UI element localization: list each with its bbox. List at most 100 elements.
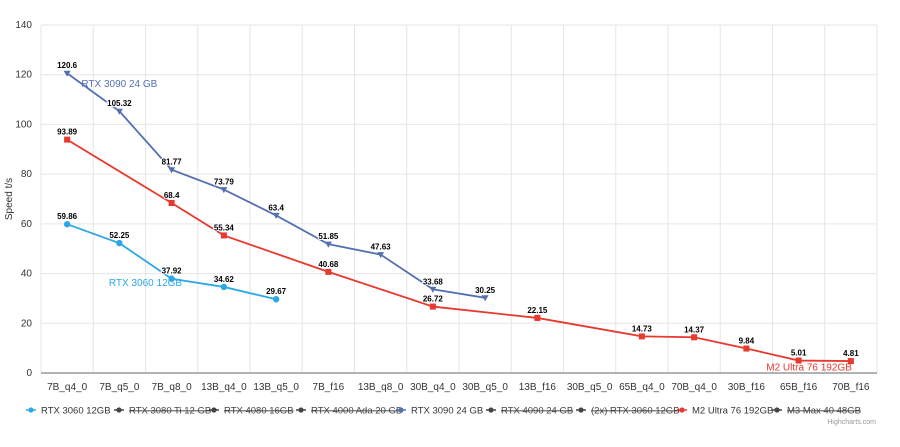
x-tick-label: 7B_f16: [313, 382, 345, 393]
y-tick-label: 60: [21, 219, 33, 230]
x-tick-label: 30B_q4_0: [410, 382, 456, 393]
data-label: 55.34: [214, 223, 235, 232]
data-point[interactable]: [638, 333, 645, 340]
data-point[interactable]: [272, 212, 280, 219]
data-label: 22.15: [527, 306, 548, 315]
data-label: 52.25: [109, 231, 130, 240]
legend-label: M2 Ultra 76 192GB: [692, 406, 773, 417]
data-label: 68.4: [164, 191, 180, 200]
grid: [40, 24, 878, 373]
x-tick-label: 7B_q5_0: [99, 382, 139, 393]
data-point[interactable]: [325, 268, 332, 275]
data-point[interactable]: [220, 187, 228, 194]
data-point[interactable]: [429, 286, 437, 293]
y-tick-label: 80: [21, 169, 33, 180]
data-point[interactable]: [324, 241, 332, 248]
legend-label: M3 Max 40 48GB: [787, 406, 861, 417]
legend-marker: [578, 407, 584, 413]
data-point[interactable]: [743, 345, 750, 352]
y-tick-label: 140: [15, 20, 32, 31]
data-point[interactable]: [691, 334, 698, 341]
legend-item[interactable]: RTX 3060 12GB: [26, 406, 111, 417]
legend-item[interactable]: RTX 3080 Ti 12 GB: [114, 406, 211, 417]
data-point[interactable]: [64, 136, 71, 143]
x-tick-label: 13B_q8_0: [358, 382, 404, 393]
x-tick-label: 7B_q8_0: [152, 382, 192, 393]
y-tick-label: 100: [15, 119, 32, 130]
credits[interactable]: Highcharts.com: [827, 419, 876, 426]
data-point[interactable]: [220, 283, 228, 291]
y-tick-label: 40: [21, 269, 33, 280]
data-point[interactable]: [272, 296, 280, 303]
data-label: 59.86: [57, 212, 78, 221]
data-point[interactable]: [534, 314, 541, 321]
series-group: 59.86 52.25 37.92 34.62 29.67 RTX 3060 12GB 12…: [56, 60, 860, 374]
data-label: 51.85: [318, 232, 339, 241]
x-tick-label: 30B_f16: [728, 382, 766, 393]
legend-label: RTX 4080 16GB: [224, 406, 294, 417]
data-point[interactable]: [116, 239, 123, 247]
x-tick-label: 13B_q5_0: [253, 382, 299, 393]
legend-label: RTX 3060 12GB: [41, 406, 111, 417]
data-label: 40.68: [318, 260, 339, 269]
series-label: M2 Ultra 76 192GB: [766, 363, 852, 374]
series-label: RTX 3090 24 GB: [81, 79, 157, 90]
legend-marker: [774, 407, 780, 413]
data-label: 26.72: [423, 295, 444, 304]
legend-item[interactable]: RTX 4090 24 GB: [486, 406, 573, 417]
series-label: RTX 3060 12GB: [109, 278, 183, 289]
x-tick-label: 30B_q5_0: [462, 382, 508, 393]
x-tick-label: 7B_q4_0: [47, 382, 87, 393]
data-point[interactable]: [168, 275, 175, 282]
legend-marker: [488, 407, 494, 413]
legend-item[interactable]: RTX 4000 Ada 20 GB: [296, 406, 402, 417]
x-tick-label: 13B_f16: [519, 382, 557, 393]
y-tick-label: 120: [15, 70, 32, 81]
legend-label: RTX 4000 Ada 20 GB: [311, 406, 402, 417]
x-tick-label: 65B_q4_0: [619, 382, 665, 393]
data-point[interactable]: [795, 357, 802, 364]
data-label: 14.37: [684, 325, 705, 334]
data-label: 14.73: [632, 324, 653, 333]
data-point[interactable]: [168, 199, 175, 206]
y-axis-label: Speed t/s: [4, 178, 15, 220]
data-label: 4.81: [843, 349, 859, 358]
data-point[interactable]: [847, 358, 854, 365]
data-point[interactable]: [481, 295, 489, 302]
legend-marker: [398, 407, 404, 413]
data-point[interactable]: [63, 221, 71, 228]
data-label: 47.63: [371, 243, 392, 252]
data-label: 63.4: [268, 203, 284, 212]
legend-item[interactable]: M3 Max 40 48GB: [772, 406, 861, 417]
data-label: 30.25: [475, 286, 496, 295]
data-label: 34.62: [214, 275, 235, 284]
legend-item[interactable]: RTX 3090 24 GB: [396, 406, 483, 417]
data-point[interactable]: [115, 108, 123, 115]
legend-label: RTX 3080 Ti 12 GB: [129, 406, 211, 417]
axes: 0 20 40 60 80 100 120 140 7B_q4_0 7B_q5_0 7B_q8_0 1…: [15, 20, 877, 393]
data-label: 105.32: [107, 99, 132, 108]
data-label: 93.89: [57, 128, 78, 137]
data-point[interactable]: [168, 167, 176, 174]
legend-label: RTX 4090 24 GB: [501, 406, 573, 417]
x-tick-label: 65B_f16: [780, 382, 818, 393]
data-label: 37.92: [162, 267, 183, 276]
data-label: 29.67: [266, 287, 287, 296]
x-tick-label: 70B_f16: [832, 382, 870, 393]
data-point[interactable]: [63, 70, 71, 77]
y-tick-label: 20: [21, 318, 33, 329]
legend-item[interactable]: M2 Ultra 76 192GB: [677, 406, 773, 417]
data-point[interactable]: [220, 232, 227, 239]
x-tick-label: 13B_q4_0: [201, 382, 247, 393]
legend-item[interactable]: RTX 4080 16GB: [209, 406, 294, 417]
legend-item[interactable]: (2x) RTX 3060 12GB: [576, 406, 680, 417]
legend: RTX 3060 12GB RTX 3080 Ti 12 GB RTX 4080 1…: [26, 406, 861, 417]
x-tick-label: 70B_q4_0: [671, 382, 717, 393]
data-point[interactable]: [429, 303, 436, 310]
x-tick-label: 30B_q5_0: [567, 382, 613, 393]
data-label: 120.6: [57, 61, 78, 70]
data-point[interactable]: [377, 252, 385, 259]
data-label: 9.84: [739, 337, 755, 346]
legend-marker: [298, 407, 304, 413]
